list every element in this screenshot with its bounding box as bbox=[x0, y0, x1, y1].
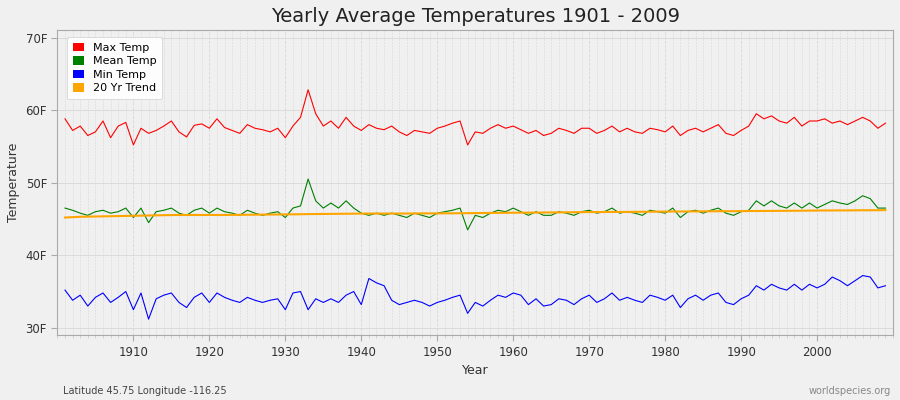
Legend: Max Temp, Mean Temp, Min Temp, 20 Yr Trend: Max Temp, Mean Temp, Min Temp, 20 Yr Tre… bbox=[68, 37, 162, 99]
Y-axis label: Temperature: Temperature bbox=[7, 143, 20, 222]
Title: Yearly Average Temperatures 1901 - 2009: Yearly Average Temperatures 1901 - 2009 bbox=[271, 7, 680, 26]
Text: worldspecies.org: worldspecies.org bbox=[809, 386, 891, 396]
X-axis label: Year: Year bbox=[462, 364, 489, 377]
Text: Latitude 45.75 Longitude -116.25: Latitude 45.75 Longitude -116.25 bbox=[63, 386, 227, 396]
